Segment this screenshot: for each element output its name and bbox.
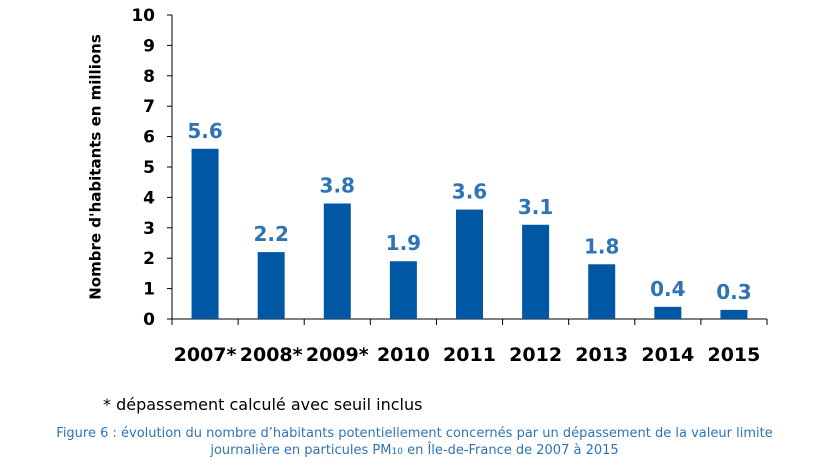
y-tick-label: 4: [143, 188, 155, 208]
caption-line-2-end: en Île-de-France de 2007 à 2015: [402, 443, 619, 458]
caption-line-2-start: journalière en particules PM: [210, 443, 392, 458]
x-tick-label: 2011: [443, 344, 496, 366]
bar: [588, 264, 616, 319]
bar: [456, 209, 483, 319]
x-tick-label: 2015: [707, 344, 760, 366]
y-tick-label: 2: [143, 249, 155, 269]
x-tick-label: 2012: [509, 344, 562, 366]
bar-value-label: 3.8: [320, 173, 355, 197]
bar-value-label: 3.1: [518, 195, 553, 219]
x-tick-label: 2007*: [174, 344, 237, 366]
bar-value-label: 2.2: [253, 222, 288, 246]
y-axis-title: Nombre d'habitants en millions: [87, 34, 105, 300]
x-labels: 2007* 2008* 2009* 2010 2011 2012 2013 2014 2015: [174, 344, 761, 366]
bar: [389, 261, 417, 319]
bar: [720, 309, 748, 319]
y-tick-label: 7: [143, 97, 155, 117]
x-tick-label: 2008*: [240, 344, 303, 366]
y-tick-label: 0: [143, 310, 155, 330]
bar-value-label: 5.6: [187, 119, 222, 143]
bar-value-label: 0.4: [650, 277, 685, 301]
y-tick-label: 1: [143, 280, 155, 300]
bar-value-label: 1.8: [584, 234, 619, 258]
x-tick-label: 2014: [641, 344, 694, 366]
value-labels: 5.6 2.2 3.8 1.9 3.6 3.1 1.8 0.4 0.3: [187, 119, 751, 304]
figure-caption: Figure 6 : évolution du nombre d’habitan…: [0, 425, 829, 461]
y-tick-label: 6: [143, 128, 155, 148]
bar-value-label: 0.3: [716, 280, 751, 304]
caption-line-2: journalière en particules PM10 en Île-de…: [0, 442, 829, 461]
bar: [654, 306, 682, 319]
x-tick-label: 2013: [575, 344, 628, 366]
bar-value-label: 3.6: [452, 180, 487, 204]
bar: [522, 224, 550, 319]
x-tick-label: 2010: [377, 344, 430, 366]
y-ticks: 0 1 2 3 4 5 6 7 8 9 10: [131, 6, 172, 330]
bar: [323, 203, 351, 319]
y-tick-label: 10: [131, 6, 155, 26]
x-tick-label: 2009*: [306, 344, 369, 366]
bars: [191, 148, 748, 319]
bar-value-label: 1.9: [386, 231, 421, 255]
caption-subscript: 10: [391, 447, 403, 457]
bar: [191, 148, 219, 319]
footnote: * dépassement calculé avec seuil inclus: [103, 395, 423, 414]
bar: [257, 252, 285, 319]
x-ticks: [171, 319, 768, 325]
caption-line-1: Figure 6 : évolution du nombre d’habitan…: [56, 426, 773, 441]
y-tick-label: 5: [143, 158, 155, 178]
y-tick-label: 3: [143, 219, 155, 239]
y-tick-label: 9: [143, 36, 155, 56]
y-tick-label: 8: [143, 67, 155, 87]
